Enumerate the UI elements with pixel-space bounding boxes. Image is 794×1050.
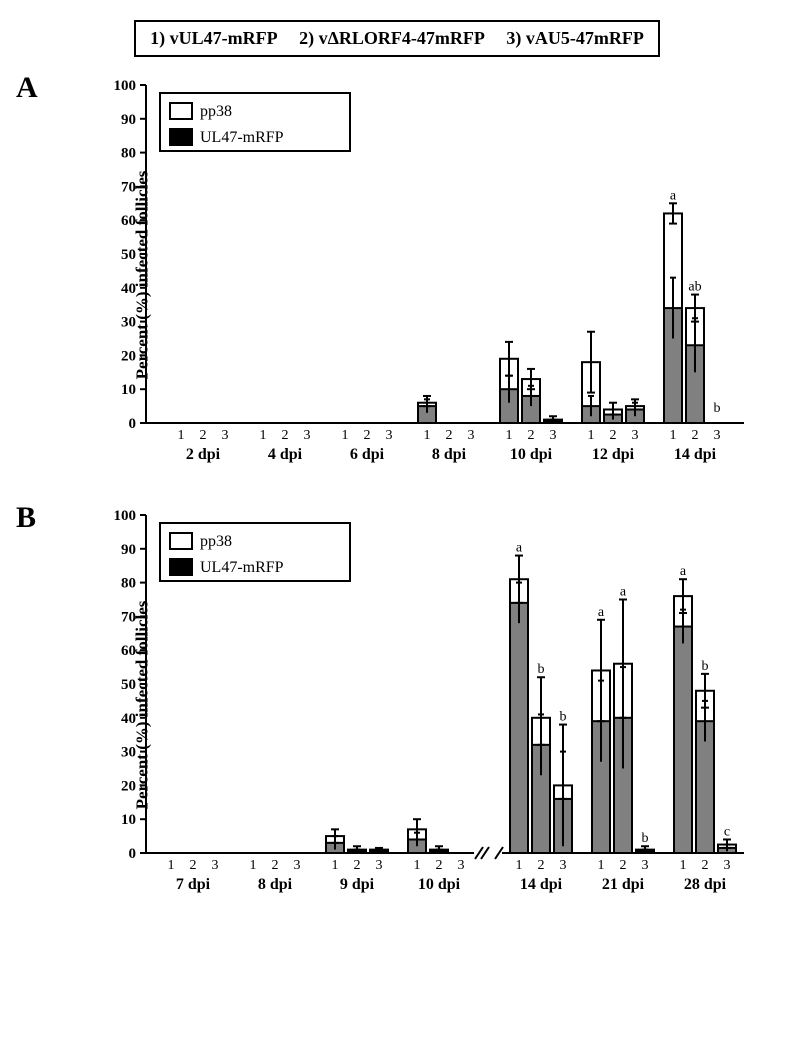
panel-letter-B: B — [16, 501, 36, 535]
svg-text:1: 1 — [424, 428, 431, 443]
svg-text:1: 1 — [332, 858, 339, 873]
svg-text:UL47-mRFP: UL47-mRFP — [200, 559, 284, 576]
header-item-2: 2) vΔRLORF4-47mRFP — [299, 28, 484, 48]
svg-text:1: 1 — [670, 428, 677, 443]
svg-text:10 dpi: 10 dpi — [418, 876, 461, 893]
svg-text:21 dpi: 21 dpi — [602, 876, 645, 893]
svg-text:3: 3 — [560, 858, 567, 873]
svg-text:1: 1 — [178, 428, 185, 443]
svg-text:2: 2 — [528, 428, 535, 443]
svg-text:b: b — [642, 831, 649, 846]
svg-text:3: 3 — [714, 428, 721, 443]
header-box: 1) vUL47-mRFP 2) vΔRLORF4-47mRFP 3) vAU5… — [134, 20, 660, 57]
svg-text:1: 1 — [598, 858, 605, 873]
svg-text:3: 3 — [550, 428, 557, 443]
svg-text:a: a — [620, 585, 627, 600]
svg-text:3: 3 — [304, 428, 311, 443]
svg-text:3: 3 — [632, 428, 639, 443]
svg-text:1: 1 — [168, 858, 175, 873]
svg-text:1: 1 — [250, 858, 257, 873]
panel-A: A Percent (%) infected follicles 0102030… — [20, 75, 774, 475]
panel-letter-A: A — [16, 71, 38, 105]
figure: 1) vUL47-mRFP 2) vΔRLORF4-47mRFP 3) vAU5… — [20, 20, 774, 905]
svg-text:2: 2 — [354, 858, 361, 873]
svg-text:14 dpi: 14 dpi — [674, 446, 717, 463]
svg-text:2: 2 — [364, 428, 371, 443]
svg-text:0: 0 — [129, 416, 137, 432]
svg-text:2: 2 — [446, 428, 453, 443]
ylabel-B: Percent (%) infected follicles — [132, 601, 152, 810]
svg-text:2: 2 — [692, 428, 699, 443]
svg-text:b: b — [702, 659, 709, 674]
svg-text:90: 90 — [121, 112, 136, 128]
svg-text:ab: ab — [688, 280, 701, 295]
svg-text:1: 1 — [342, 428, 349, 443]
svg-text:pp38: pp38 — [200, 103, 232, 120]
svg-text:80: 80 — [121, 146, 136, 162]
svg-text:3: 3 — [294, 858, 301, 873]
svg-text:a: a — [598, 605, 605, 620]
svg-text:2: 2 — [190, 858, 197, 873]
svg-text:100: 100 — [114, 508, 137, 524]
svg-text:100: 100 — [114, 78, 137, 94]
svg-text:pp38: pp38 — [200, 533, 232, 550]
svg-text:3: 3 — [458, 858, 465, 873]
svg-text:2: 2 — [610, 428, 617, 443]
svg-text:1: 1 — [260, 428, 267, 443]
svg-text:2: 2 — [282, 428, 289, 443]
header-item-3: 3) vAU5-47mRFP — [506, 28, 643, 48]
svg-text:b: b — [560, 710, 567, 725]
svg-text:14 dpi: 14 dpi — [520, 876, 563, 893]
svg-text:b: b — [538, 662, 545, 677]
svg-text:a: a — [680, 564, 687, 579]
svg-text:9 dpi: 9 dpi — [340, 876, 375, 893]
svg-text:c: c — [724, 824, 730, 839]
header-item-1: 1) vUL47-mRFP — [150, 28, 276, 48]
svg-text:2: 2 — [538, 858, 545, 873]
svg-text:2: 2 — [436, 858, 443, 873]
chart-A: Percent (%) infected follicles 010203040… — [110, 75, 774, 475]
svg-text:2: 2 — [272, 858, 279, 873]
svg-text:3: 3 — [386, 428, 393, 443]
svg-text:12 dpi: 12 dpi — [592, 446, 635, 463]
svg-text:4 dpi: 4 dpi — [268, 446, 303, 463]
svg-text:b: b — [714, 401, 721, 416]
svg-chart-B: 01020304050607080901001237 dpi1238 dpi12… — [110, 505, 750, 905]
svg-text:2: 2 — [620, 858, 627, 873]
svg-text:2: 2 — [702, 858, 709, 873]
svg-text:3: 3 — [376, 858, 383, 873]
svg-text:10: 10 — [121, 382, 136, 398]
svg-text:3: 3 — [724, 858, 731, 873]
svg-text:1: 1 — [414, 858, 421, 873]
panel-B: B Percent (%) infected follicles 0102030… — [20, 505, 774, 905]
svg-text:a: a — [670, 188, 677, 203]
svg-text:6 dpi: 6 dpi — [350, 446, 385, 463]
svg-text:3: 3 — [212, 858, 219, 873]
svg-text:8 dpi: 8 dpi — [258, 876, 293, 893]
svg-text:90: 90 — [121, 542, 136, 558]
svg-text:1: 1 — [516, 858, 523, 873]
chart-B: Percent (%) infected follicles 010203040… — [110, 505, 774, 905]
svg-text:7 dpi: 7 dpi — [176, 876, 211, 893]
svg-text:3: 3 — [222, 428, 229, 443]
svg-text:2: 2 — [200, 428, 207, 443]
svg-text:a: a — [516, 541, 523, 556]
ylabel-A: Percent (%) infected follicles — [132, 171, 152, 380]
svg-text:80: 80 — [121, 576, 136, 592]
svg-text:0: 0 — [129, 846, 137, 862]
svg-text:UL47-mRFP: UL47-mRFP — [200, 129, 284, 146]
svg-text:28 dpi: 28 dpi — [684, 876, 727, 893]
svg-text:2 dpi: 2 dpi — [186, 446, 221, 463]
svg-text:1: 1 — [680, 858, 687, 873]
svg-text:3: 3 — [642, 858, 649, 873]
svg-text:10 dpi: 10 dpi — [510, 446, 553, 463]
svg-text:8 dpi: 8 dpi — [432, 446, 467, 463]
svg-text:10: 10 — [121, 812, 136, 828]
svg-chart-A: 01020304050607080901001232 dpi1234 dpi12… — [110, 75, 750, 475]
svg-text:1: 1 — [588, 428, 595, 443]
svg-text:1: 1 — [506, 428, 513, 443]
svg-text:3: 3 — [468, 428, 475, 443]
